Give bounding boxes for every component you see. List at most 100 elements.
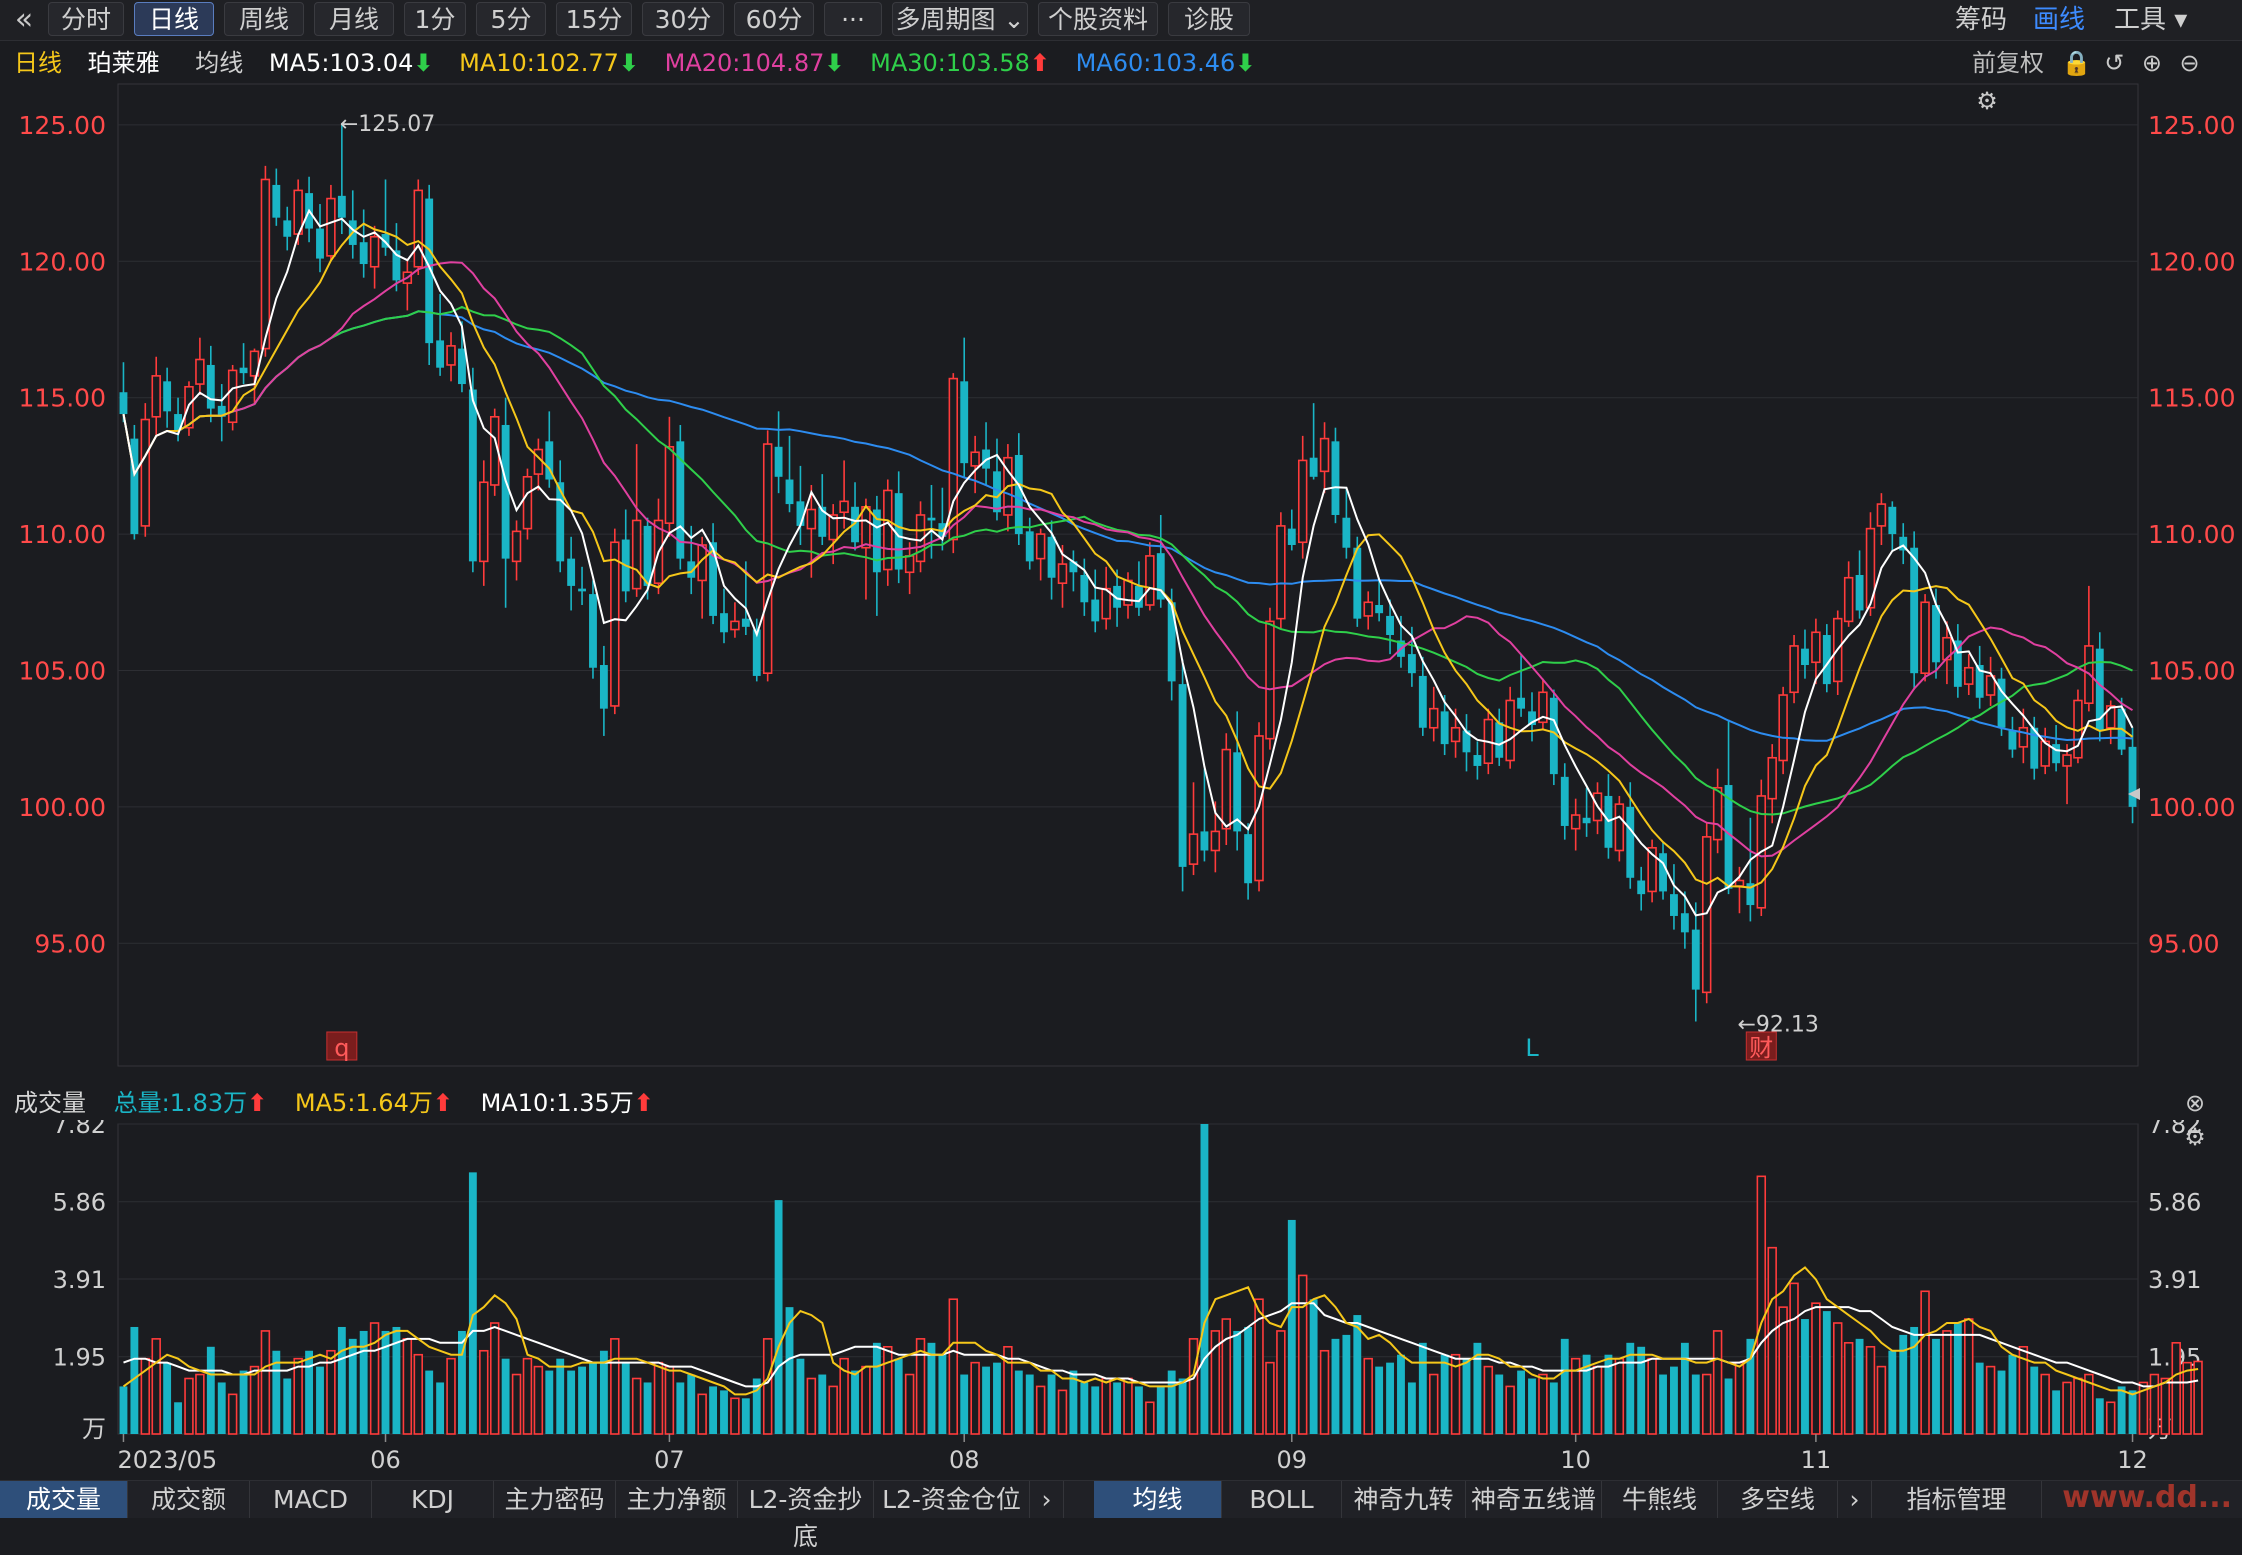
period-button-0[interactable]: 分时 xyxy=(48,2,124,36)
gear-icon[interactable]: ⚙ xyxy=(1976,87,1998,115)
bottom-tab-7[interactable]: L2-资金仓位 xyxy=(874,1481,1030,1518)
volume-bar xyxy=(1691,1374,1700,1434)
chip-button[interactable]: 筹码 xyxy=(1955,5,2008,35)
bottom-tab-11[interactable]: 神奇九转 xyxy=(1342,1481,1466,1518)
draw-line-button[interactable]: 画线 xyxy=(2033,5,2086,35)
bottom-tab-15[interactable]: › xyxy=(1838,1481,1872,1518)
zoom-in-icon[interactable]: ⊕ xyxy=(2141,49,2162,77)
volume-bar xyxy=(413,1353,424,1435)
volume-bar xyxy=(1659,1374,1667,1434)
tools-menu[interactable]: 工具 ▾ xyxy=(2114,5,2188,35)
period-button-5[interactable]: 5分 xyxy=(476,2,546,36)
bottom-tab-9[interactable]: 均线 xyxy=(1094,1481,1222,1518)
candle-body xyxy=(1309,457,1318,477)
bottom-tab-16[interactable]: 指标管理 xyxy=(1872,1481,2042,1518)
volume-bar xyxy=(1932,1338,1940,1434)
volume-bar xyxy=(851,1370,859,1434)
price-tick-right: 95.00 xyxy=(2148,929,2220,958)
volume-bar xyxy=(479,1349,489,1435)
candle-body xyxy=(337,195,346,218)
period-button-11[interactable]: 个股资料 xyxy=(1038,2,1158,36)
bottom-tab-1[interactable]: 成交额 xyxy=(128,1481,250,1518)
candle-body xyxy=(1767,756,1777,800)
volume-bar xyxy=(151,1338,161,1435)
undo-icon[interactable]: ↺ xyxy=(2104,49,2125,77)
x-tick-label: 11 xyxy=(1801,1446,1832,1474)
bottom-tab-3[interactable]: KDJ xyxy=(372,1481,494,1518)
period-button-1[interactable]: 日线 xyxy=(134,2,214,36)
period-button-3[interactable]: 月线 xyxy=(314,2,394,36)
bottom-tab-6[interactable]: L2-资金抄底 xyxy=(738,1481,874,1551)
candle-body xyxy=(1178,684,1187,867)
bottom-tab-8[interactable]: › xyxy=(1030,1481,1064,1518)
volume-gear-icon[interactable]: ⚙ xyxy=(2184,1123,2206,1151)
volume-bar xyxy=(2073,1377,2083,1435)
bottom-tab-10[interactable]: BOLL xyxy=(1222,1481,1342,1518)
candle-body xyxy=(1910,547,1919,674)
volume-bar xyxy=(130,1326,139,1434)
ma-label[interactable]: 均线 xyxy=(195,49,244,77)
zoom-out-icon[interactable]: ⊖ xyxy=(2179,49,2200,77)
period-button-7[interactable]: 30分 xyxy=(642,2,724,36)
candle-body xyxy=(1407,654,1416,674)
volume-header: 成交量 总量:1.83万⬆ MA5:1.64万⬆ MA10:1.35万⬆ xyxy=(0,1086,2242,1120)
bottom-tab-13[interactable]: 牛熊线 xyxy=(1602,1481,1718,1518)
volume-bar xyxy=(1014,1370,1023,1434)
volume-bar xyxy=(1450,1353,1461,1435)
candle-body xyxy=(2030,727,2039,769)
ma5-value: MA5:103.04⬇ xyxy=(268,49,434,77)
candle-body xyxy=(1888,506,1897,535)
period-button-8[interactable]: 60分 xyxy=(734,2,814,36)
period-button-9[interactable]: ··· xyxy=(824,2,882,36)
volume-bar xyxy=(1167,1370,1176,1434)
volume-bar xyxy=(567,1370,576,1434)
volume-bar xyxy=(970,1361,980,1435)
volume-bar xyxy=(359,1330,368,1434)
volume-bar xyxy=(2052,1390,2061,1434)
candle-body xyxy=(828,514,838,541)
candle-body xyxy=(1637,880,1646,895)
volume-bar xyxy=(249,1365,260,1435)
price-tick-left: 120.00 xyxy=(19,247,106,276)
candle-body xyxy=(1080,575,1089,603)
period-button-10[interactable]: 多周期图 ⌄ xyxy=(892,2,1028,36)
close-icon[interactable]: ⊗ xyxy=(2184,1089,2206,1117)
candle-body xyxy=(556,482,565,562)
bottom-tab-5[interactable]: 主力净额 xyxy=(616,1481,738,1518)
volume-bar xyxy=(752,1378,761,1434)
volume-bar xyxy=(1319,1349,1330,1435)
candle-body xyxy=(774,446,783,477)
back-icon[interactable]: « xyxy=(14,2,34,37)
volume-bar xyxy=(818,1374,827,1434)
volume-bar xyxy=(119,1386,128,1434)
candle-body xyxy=(1221,748,1232,830)
period-button-6[interactable]: 15分 xyxy=(556,2,632,36)
period-button-12[interactable]: 诊股 xyxy=(1168,2,1250,36)
price-tick-right: 115.00 xyxy=(2148,384,2235,413)
high-price-label: ←125.07 xyxy=(340,112,435,137)
bottom-tab-4[interactable]: 主力密码 xyxy=(494,1481,616,1518)
volume-bar xyxy=(1549,1382,1558,1434)
period-button-2[interactable]: 周线 xyxy=(224,2,304,36)
volume-bar xyxy=(1855,1338,1864,1434)
volume-bar xyxy=(938,1354,947,1434)
candle-body xyxy=(1287,528,1296,545)
bottom-tab-0[interactable]: 成交量 xyxy=(0,1481,128,1518)
volume-bar xyxy=(1647,1357,1657,1435)
bottom-tab-2[interactable]: MACD xyxy=(250,1481,372,1518)
indicator-tabs: 成交量 成交额 MACD KDJ 主力密码 主力净额 L2-资金抄底 L2-资金仓位 › 均线 BO… xyxy=(0,1480,2242,1551)
candlestick-chart[interactable]: 125.00 125.00 120.00 120.00 115.00 115.00 110.… xyxy=(0,0,2242,1480)
period-button-4[interactable]: 1分 xyxy=(404,2,466,36)
adjust-mode[interactable]: 前复权 xyxy=(1972,49,2044,77)
volume-bar xyxy=(1178,1378,1187,1434)
bottom-tab-12[interactable]: 神奇五线谱 xyxy=(1466,1481,1602,1518)
volume-bar xyxy=(1920,1290,1930,1435)
candle-body xyxy=(1297,459,1308,544)
candle-body xyxy=(130,438,139,535)
period-toolbar: « 分时 日线 周线 月线 1分 5分 15分 30分 60分 ··· 多周期图 ⌄ 个股资料 诊股 筹… xyxy=(0,0,2242,41)
volume-bar xyxy=(2160,1377,2171,1435)
volume-bar xyxy=(1210,1330,1221,1435)
lock-icon[interactable]: 🔒 xyxy=(2061,49,2092,77)
candle-body xyxy=(239,367,248,374)
bottom-tab-14[interactable]: 多空线 xyxy=(1718,1481,1838,1518)
